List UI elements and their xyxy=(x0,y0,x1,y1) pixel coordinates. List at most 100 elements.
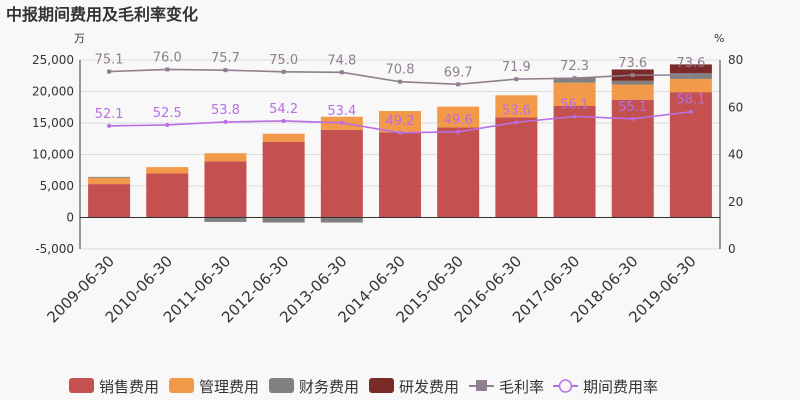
legend-label: 期间费用率 xyxy=(583,378,658,396)
bar-s0-2 xyxy=(204,161,247,218)
data-label-s1-10: 58.1 xyxy=(676,93,705,108)
point-s1-7 xyxy=(514,120,519,125)
legend-label: 销售费用 xyxy=(99,378,159,396)
legend-label: 财务费用 xyxy=(299,378,359,396)
bar-s1-2 xyxy=(204,153,247,162)
point-s1-1 xyxy=(165,122,170,127)
bar-s0-0 xyxy=(88,184,131,218)
data-label-s1-2: 53.8 xyxy=(211,103,240,118)
y-left-tick-4: 5,000 xyxy=(40,179,74,193)
data-label-s0-1: 76.0 xyxy=(153,50,182,65)
data-label-s0-8: 72.3 xyxy=(560,59,589,74)
legend-swatch xyxy=(169,378,194,393)
lines: 75.1 76.0 75.7 75.0 74.8 70.8 69.7 71.9 72.3 73.6… xyxy=(95,50,705,135)
point-s0-2 xyxy=(223,68,228,73)
legend-swatch xyxy=(269,378,294,393)
legend[interactable]: 销售费用 管理费用 财务费用 研发费用 毛利率 期间费用率 xyxy=(69,378,658,396)
y-right-tick-2: 40 xyxy=(728,148,743,162)
data-label-s0-6: 69.7 xyxy=(444,65,473,80)
point-s0-0 xyxy=(107,69,112,74)
legend-marker xyxy=(476,380,487,391)
bar-s0-8 xyxy=(553,105,596,218)
data-label-s1-8: 56.1 xyxy=(560,97,589,112)
data-label-s1-1: 52.5 xyxy=(153,106,182,121)
legend-label: 毛利率 xyxy=(499,378,544,396)
point-s1-9 xyxy=(630,116,635,121)
data-label-s1-3: 54.2 xyxy=(269,102,298,117)
bar-s1-10 xyxy=(669,78,712,93)
data-label-s0-7: 71.9 xyxy=(502,60,531,75)
point-s0-7 xyxy=(514,77,519,82)
bar-s1-0 xyxy=(88,177,131,185)
bar-s1-8 xyxy=(553,82,596,106)
legend-item-2[interactable]: 财务费用 xyxy=(269,378,359,396)
data-label-s1-5: 49.2 xyxy=(386,114,415,129)
bar-s1-6 xyxy=(437,106,480,128)
y-left-tick-0: 25,000 xyxy=(32,53,74,67)
data-label-s0-5: 70.8 xyxy=(386,63,415,78)
y-right-tick-3: 20 xyxy=(728,195,743,209)
bar-s2-3 xyxy=(262,217,305,223)
bar-s1-7 xyxy=(495,95,538,118)
bar-s1-1 xyxy=(146,167,189,174)
bar-s0-5 xyxy=(379,132,421,218)
y-left-tick-5: 0 xyxy=(66,211,74,225)
data-label-s0-10: 73.6 xyxy=(676,56,705,71)
legend-item-0[interactable]: 销售费用 xyxy=(69,378,159,396)
point-s1-8 xyxy=(572,114,577,119)
point-s0-6 xyxy=(456,82,461,87)
bar-s3-10 xyxy=(669,64,712,74)
data-label-s1-0: 52.1 xyxy=(95,107,124,122)
bar-s0-4 xyxy=(320,129,363,218)
y-right-unit: % xyxy=(714,32,724,45)
x-axis: 2009-06-302010-06-302011-06-302012-06-30… xyxy=(44,252,700,326)
data-label-s0-2: 75.7 xyxy=(211,51,240,66)
legend-item-4[interactable]: 毛利率 xyxy=(469,378,544,396)
legend-swatch xyxy=(69,378,94,393)
legend-marker xyxy=(558,379,573,393)
legend-label: 管理费用 xyxy=(199,378,259,396)
y-right-axis: 80 60 40 20 0 xyxy=(719,53,743,256)
point-s1-10 xyxy=(688,109,693,114)
y-right-tick-4: 0 xyxy=(728,242,736,256)
data-label-s1-4: 53.4 xyxy=(327,104,356,119)
y-left-axis: 25,000 20,000 15,000 10,000 5,000 0 -5,000 xyxy=(32,53,81,256)
legend-item-1[interactable]: 管理费用 xyxy=(169,378,259,396)
data-label-s1-7: 53.6 xyxy=(502,103,531,118)
y-right-tick-0: 80 xyxy=(728,53,743,67)
data-label-s0-3: 75.0 xyxy=(269,53,298,68)
point-s1-3 xyxy=(281,118,286,123)
legend-item-5[interactable]: 期间费用率 xyxy=(553,378,658,396)
point-s0-5 xyxy=(398,79,402,84)
data-label-s0-4: 74.8 xyxy=(327,53,356,68)
legend-item-3[interactable]: 研发费用 xyxy=(369,378,459,396)
bar-s0-1 xyxy=(146,173,189,218)
y-left-tick-2: 15,000 xyxy=(32,116,74,130)
y-left-tick-3: 10,000 xyxy=(32,148,74,162)
bar-s1-3 xyxy=(262,133,305,142)
bar-s2-2 xyxy=(204,217,247,222)
point-s0-1 xyxy=(165,67,170,72)
bar-s2-0 xyxy=(88,176,131,178)
point-s1-4 xyxy=(339,120,344,125)
point-s1-2 xyxy=(223,119,228,124)
point-s1-6 xyxy=(456,129,461,134)
point-s1-0 xyxy=(107,123,112,128)
legend-swatch xyxy=(369,378,394,393)
bars xyxy=(80,64,720,223)
point-s0-8 xyxy=(572,76,577,81)
point-s0-10 xyxy=(688,73,693,78)
bar-s1-9 xyxy=(611,84,654,100)
bar-s1-5 xyxy=(379,111,421,133)
y-left-tick-6: -5,000 xyxy=(35,242,74,256)
point-s0-3 xyxy=(281,69,286,74)
y-right-tick-1: 60 xyxy=(728,100,743,114)
y-left-unit: 万 xyxy=(74,32,85,45)
bar-s0-7 xyxy=(495,117,538,218)
point-s0-4 xyxy=(339,70,344,75)
data-label-s1-9: 55.1 xyxy=(618,100,647,115)
bar-s2-4 xyxy=(320,217,363,223)
point-s0-9 xyxy=(630,73,635,78)
legend-label: 研发费用 xyxy=(399,378,459,396)
